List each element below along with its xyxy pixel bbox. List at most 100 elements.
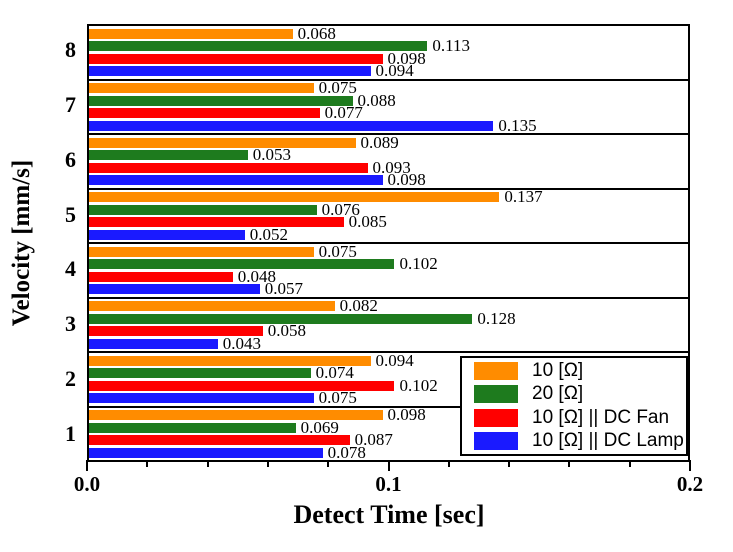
x-minor-tick (206, 460, 209, 467)
bar-value-label: 0.075 (318, 241, 357, 261)
bar-row: 0.085 (89, 212, 688, 231)
bar-row: 0.102 (89, 375, 688, 395)
bar-value-label: 0.137 (504, 187, 543, 206)
bar-value-label: 0.078 (327, 442, 366, 462)
bar-value-label: 0.058 (267, 321, 306, 340)
bar-row: 0.082 (89, 296, 688, 315)
bar-row: 0.043 (89, 333, 688, 353)
y-tick-label: 3 (65, 311, 76, 337)
bar-row: 0.074 (89, 364, 688, 381)
bar-row: 0.075 (89, 78, 688, 97)
x-major-tick (387, 460, 390, 471)
bar-row: 0.094 (89, 62, 688, 79)
bar (89, 53, 383, 64)
bar-value-label: 0.098 (387, 48, 426, 68)
legend-item: 10 [Ω] || DC Lamp (474, 430, 686, 452)
bar-value-label: 0.068 (297, 23, 336, 43)
x-minor-tick (508, 460, 511, 467)
x-major-tick (689, 460, 691, 471)
bar (89, 83, 314, 93)
bar-row: 0.102 (89, 254, 688, 273)
bar (89, 175, 383, 185)
bar (89, 368, 311, 378)
bar-value-label: 0.085 (348, 212, 387, 231)
x-minor-tick (568, 460, 571, 467)
bar-row: 0.048 (89, 266, 688, 286)
velocity-group-1: 0.098 0.069 0.087 0.078 (89, 406, 688, 462)
bar-row: 0.128 (89, 310, 688, 327)
x-minor-tick (146, 460, 149, 467)
bar-row: 0.076 (89, 199, 688, 219)
bar (89, 326, 263, 336)
bar (89, 66, 371, 76)
bar-value-label: 0.102 (399, 254, 438, 273)
bar (89, 271, 233, 282)
bar-row: 0.137 (89, 187, 688, 206)
legend-item: 20 [Ω] (474, 383, 686, 405)
bar (89, 162, 368, 173)
bar-value-label: 0.053 (252, 145, 291, 164)
bar-value-label: 0.043 (222, 333, 262, 353)
legend-swatch (474, 361, 518, 380)
y-tick-label: 4 (65, 256, 76, 282)
y-tick-label: 2 (65, 365, 76, 391)
bar-value-label: 0.052 (249, 224, 288, 244)
legend-label: 10 [Ω] (532, 359, 584, 381)
bar (89, 120, 494, 131)
bar-value-label: 0.089 (360, 132, 399, 152)
bar-row: 0.053 (89, 145, 688, 164)
bar (89, 410, 383, 420)
bar-value-label: 0.087 (354, 430, 393, 449)
velocity-group-6: 0.089 0.053 0.093 0.098 (89, 132, 688, 190)
bar (89, 338, 218, 349)
bar-value-label: 0.102 (399, 375, 438, 395)
bar-value-label: 0.076 (321, 199, 360, 219)
legend-label: 20 [Ω] (532, 383, 584, 405)
bar (89, 229, 245, 240)
bar-value-label: 0.098 (387, 170, 426, 189)
x-tick-label: 0.0 (73, 472, 101, 496)
y-tick-label: 7 (65, 92, 76, 118)
x-tick-label: 0.2 (676, 472, 704, 496)
bar-row: 0.058 (89, 321, 688, 340)
bar-value-label: 0.069 (300, 417, 339, 437)
x-minor-tick (327, 460, 330, 467)
bar-value-label: 0.075 (318, 78, 357, 97)
legend-item: 10 [Ω] (474, 360, 686, 382)
velocity-group-3: 0.082 0.128 0.058 0.043 (89, 296, 688, 353)
bar-row: 0.088 (89, 92, 688, 109)
bar-value-label: 0.135 (498, 115, 537, 135)
bar (89, 380, 395, 391)
plot-area: 0.068 0.113 0.098 0.094 0.075 0.088 0.077 0.135… (87, 24, 690, 462)
x-minor-tick (447, 460, 450, 467)
bar-value-label: 0.075 (318, 388, 357, 407)
bar-row: 0.077 (89, 103, 688, 122)
bar-row: 0.113 (89, 37, 688, 54)
y-axis-title: Velocity [mm/s] (8, 159, 35, 327)
bar-value-label: 0.057 (264, 279, 303, 298)
legend-label: 10 [Ω] || DC Lamp (532, 430, 684, 452)
bar-row: 0.068 (89, 23, 688, 43)
y-tick-label: 5 (65, 201, 76, 227)
bar-row: 0.098 (89, 48, 688, 68)
bar (89, 393, 314, 403)
bar-value-label: 0.094 (375, 350, 414, 370)
bar-row: 0.089 (89, 132, 688, 152)
bar-row: 0.098 (89, 170, 688, 189)
legend-swatch (474, 408, 518, 427)
bar-value-label: 0.048 (237, 266, 276, 286)
bar-row: 0.057 (89, 279, 688, 298)
velocity-group-7: 0.075 0.088 0.077 0.135 (89, 78, 688, 135)
y-tick-label: 8 (65, 37, 76, 63)
bar-row: 0.075 (89, 388, 688, 407)
y-tick-label: 6 (65, 146, 76, 172)
legend-swatch (474, 432, 518, 451)
bar-row: 0.052 (89, 224, 688, 244)
bar (89, 95, 353, 106)
bar-value-label: 0.082 (339, 296, 378, 315)
velocity-group-2: 0.094 0.074 0.102 0.075 (89, 350, 688, 408)
bar-row: 0.135 (89, 115, 688, 135)
bar-value-label: 0.077 (324, 103, 363, 122)
bar (89, 301, 335, 311)
